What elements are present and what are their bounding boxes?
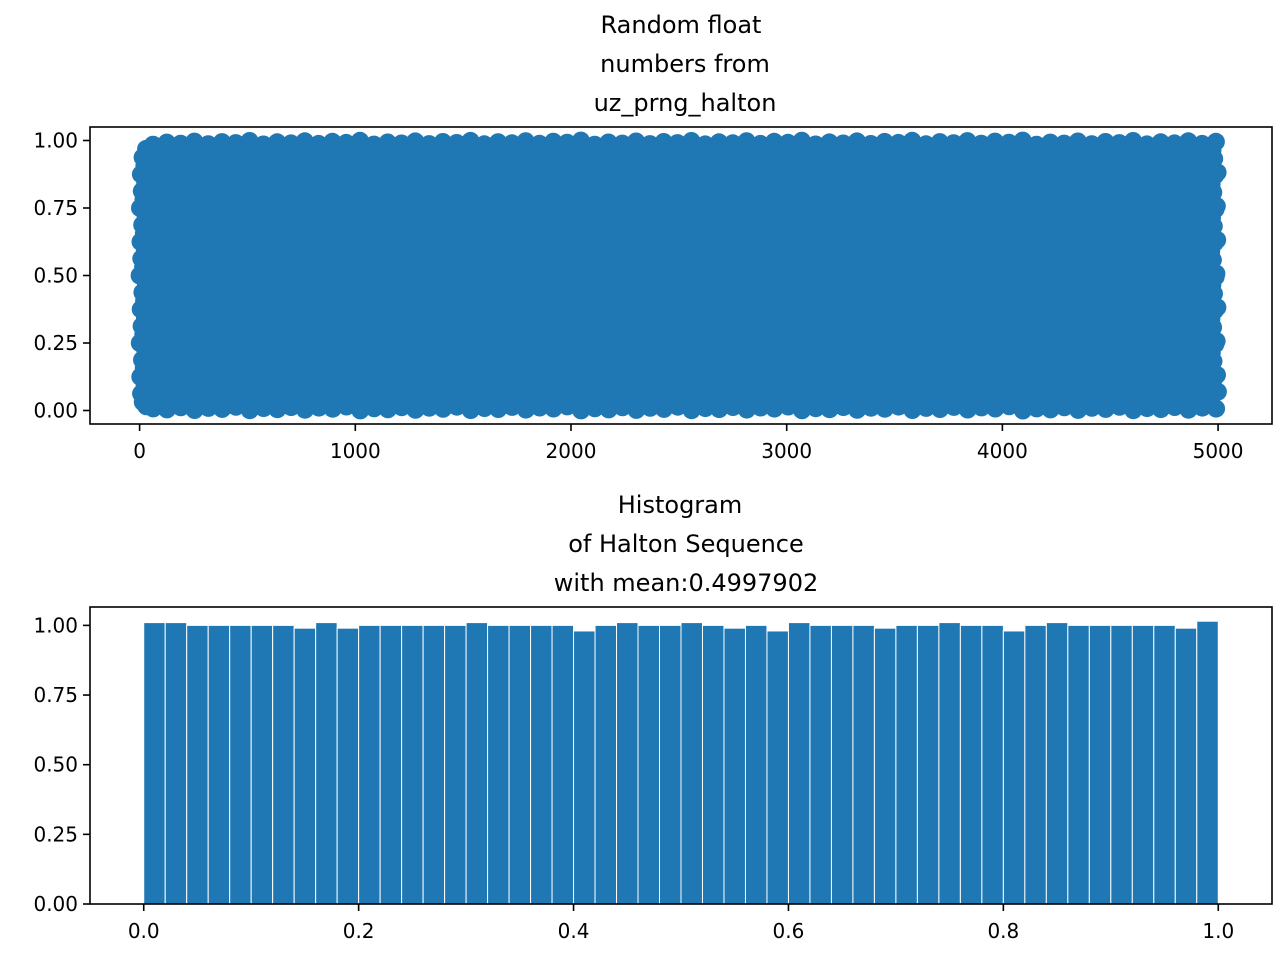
scatter-line-axes: Random float numbers from uz_prng_halton… (33, 11, 1273, 463)
chart-title-line: Random float (601, 11, 762, 39)
series-markers (130, 131, 1227, 420)
chart-title-line: numbers from (600, 50, 770, 78)
data-point (1206, 132, 1225, 151)
plot-area (130, 131, 1227, 420)
chart-title-line: uz_prng_halton (594, 89, 777, 117)
data-point (1207, 399, 1226, 418)
